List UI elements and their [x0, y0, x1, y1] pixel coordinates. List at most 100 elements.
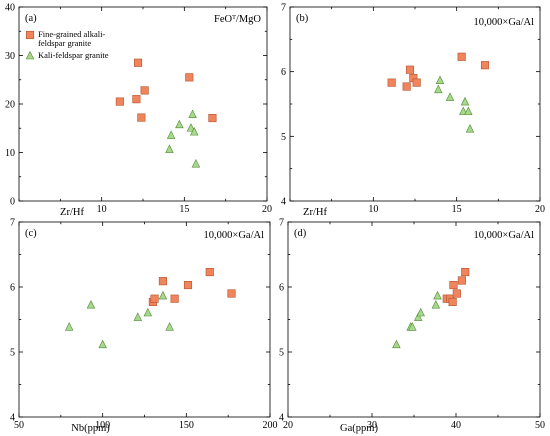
- point-kali-feldspar: [186, 123, 196, 132]
- y-tick-label: 7: [281, 3, 286, 14]
- point-fine-grained: [137, 113, 146, 122]
- chart-title: 10,000×Ga/Al: [474, 17, 535, 28]
- legend-label-fine-grained-2: feldspar granite: [38, 38, 91, 48]
- y-tick-label: 6: [279, 283, 284, 294]
- y-tick-label: 7: [10, 218, 15, 229]
- point-fine-grained: [457, 276, 466, 285]
- point-kali-feldspar: [434, 84, 443, 94]
- chart-title: 10,000×Ga/Al: [474, 230, 535, 241]
- x-tick-label: 15: [452, 204, 462, 215]
- x-tick-label: 20: [283, 420, 293, 431]
- point-fine-grained: [405, 65, 415, 74]
- y-tick-label: 5: [10, 348, 15, 359]
- y-tick-label: 10: [5, 148, 15, 159]
- x-tick-label: 50: [14, 420, 24, 431]
- x-tick-label: 15: [179, 204, 189, 215]
- panel-a: 10 15 20 0 10 20 30 40 Zr/Hf (a) FeOᵀ/MgO Fine-grai…: [5, 3, 272, 219]
- panel-letter: (a): [25, 13, 37, 24]
- point-fine-grained: [185, 73, 194, 82]
- series-kali-feldspar: [434, 75, 475, 133]
- point-kali-feldspar: [98, 339, 107, 349]
- y-tick-label: 20: [5, 100, 15, 111]
- y-tick-label: 4: [279, 413, 284, 424]
- point-fine-grained: [402, 82, 411, 91]
- point-fine-grained: [205, 267, 214, 277]
- point-fine-grained: [452, 289, 461, 298]
- series-fine-grained: [115, 58, 217, 123]
- panel-b: 10 15 20 4 5 6 7 Zr/Hf (b) 10,000×Ga/Al: [281, 3, 545, 219]
- y-tick-label: 40: [5, 3, 15, 14]
- point-fine-grained: [208, 114, 217, 123]
- series-fine-grained: [148, 267, 236, 307]
- x-axis-label: Zr/Hf: [303, 207, 327, 218]
- point-kali-feldspar: [133, 312, 143, 321]
- x-tick-label: 100: [95, 420, 110, 431]
- point-kali-feldspar: [445, 92, 455, 101]
- point-kali-feldspar: [64, 322, 74, 331]
- point-fine-grained: [170, 294, 179, 303]
- panel-d: 20 30 40 50 4 5 6 7 Ga(ppm) (d) 10,000×Ga/Al: [279, 218, 545, 435]
- point-fine-grained: [183, 280, 193, 290]
- series-kali-feldspar: [165, 109, 201, 168]
- point-kali-feldspar: [460, 96, 470, 106]
- point-fine-grained: [140, 86, 149, 95]
- x-axis-label: Zr/Hf: [60, 207, 84, 218]
- point-fine-grained: [387, 78, 396, 87]
- x-axis-label: Nb(ppm): [71, 423, 110, 434]
- point-kali-feldspar: [143, 307, 153, 317]
- chart-title: 10,000×Ga/Al: [204, 230, 265, 241]
- point-kali-feldspar: [158, 290, 168, 300]
- point-kali-feldspar: [175, 119, 184, 129]
- panel-letter: (b): [296, 13, 309, 24]
- point-kali-feldspar: [392, 339, 401, 349]
- point-kali-feldspar: [433, 290, 442, 300]
- point-kali-feldspar: [191, 158, 201, 168]
- x-tick-label: 200: [263, 420, 278, 431]
- point-fine-grained: [133, 58, 143, 67]
- panel-letter: (d): [294, 228, 307, 239]
- point-kali-feldspar: [413, 312, 423, 321]
- point-kali-feldspar: [166, 130, 176, 139]
- y-tick-label: 5: [279, 348, 284, 359]
- point-kali-feldspar: [86, 300, 96, 309]
- legend-label-fine-grained-1: Fine-grained alkali-: [38, 29, 105, 39]
- point-fine-grained: [480, 61, 490, 70]
- point-fine-grained: [461, 267, 470, 277]
- plot-frame: [287, 221, 541, 418]
- x-tick-label: 20: [262, 204, 272, 215]
- point-fine-grained: [158, 277, 167, 286]
- y-tick-label: 4: [10, 413, 15, 424]
- point-fine-grained: [412, 78, 421, 87]
- point-fine-grained: [457, 52, 466, 61]
- x-tick-label: 40: [451, 420, 461, 431]
- y-tick-label: 30: [5, 51, 15, 62]
- point-fine-grained: [150, 294, 159, 303]
- point-fine-grained: [227, 289, 236, 298]
- y-tick-label: 6: [10, 283, 15, 294]
- y-tick-label: 5: [281, 132, 286, 143]
- x-tick-label: 10: [368, 204, 378, 215]
- point-kali-feldspar: [464, 106, 473, 116]
- series-kali-feldspar: [392, 290, 442, 349]
- y-tick-label: 6: [281, 67, 286, 78]
- point-fine-grained: [449, 280, 458, 290]
- series-kali-feldspar: [64, 290, 174, 349]
- point-fine-grained: [448, 297, 457, 307]
- x-tick-label: 30: [367, 420, 377, 431]
- point-kali-feldspar: [165, 322, 174, 331]
- x-tick-label: 150: [179, 420, 194, 431]
- plot-frame: [289, 6, 541, 202]
- series-fine-grained: [387, 52, 490, 91]
- point-kali-feldspar: [465, 124, 475, 133]
- legend-marker-kali-feldspar: [25, 50, 35, 60]
- plot-frame: [18, 221, 271, 418]
- chart-title: FeOᵀ/MgO: [214, 14, 261, 25]
- point-kali-feldspar: [416, 307, 425, 317]
- point-kali-feldspar: [431, 300, 441, 309]
- panel-letter: (c): [25, 228, 37, 239]
- x-tick-label: 50: [535, 420, 545, 431]
- x-tick-label: 20: [535, 204, 545, 215]
- legend: Fine-grained alkali-feldspar granite Kali…: [25, 29, 109, 60]
- point-kali-feldspar: [408, 322, 417, 331]
